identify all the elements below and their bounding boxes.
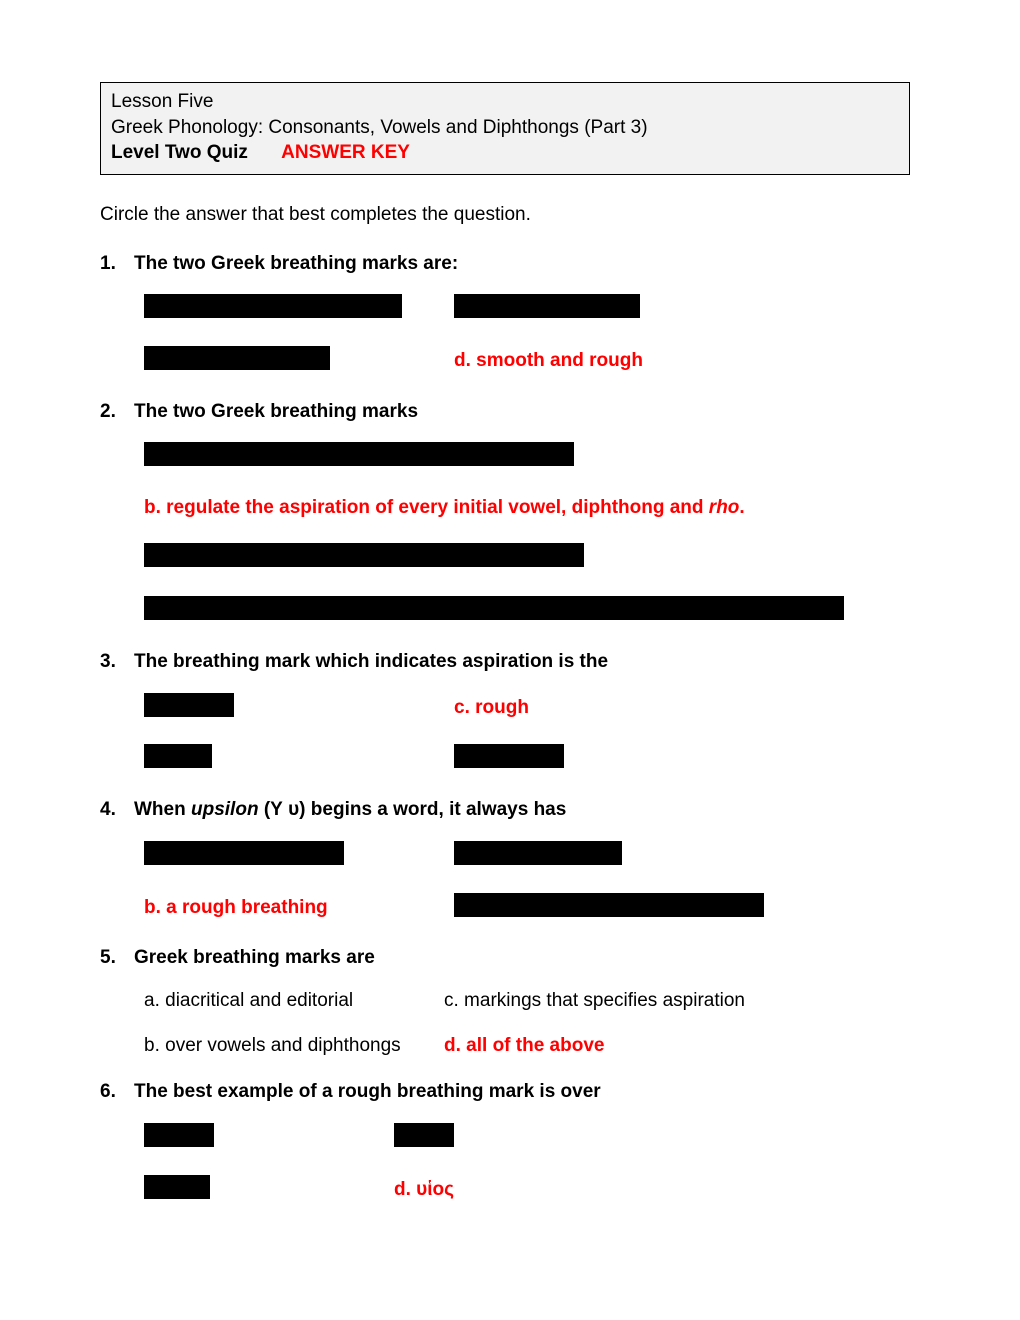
q1-options: d. smooth and rough (144, 294, 910, 377)
answer-key-label: ANSWER KEY (281, 142, 410, 163)
q1-prompt: The two Greek breathing marks are: (134, 252, 458, 277)
q3-opt-a (144, 693, 444, 725)
q2-options: b. regulate the aspiration of every init… (144, 442, 910, 628)
q3-num: 3. (100, 650, 134, 675)
redact-bar (144, 1123, 214, 1147)
q4-prompt: When upsilon (Υ υ) begins a word, it alw… (134, 798, 566, 823)
question-6: 6. The best example of a rough breathing… (100, 1080, 910, 1105)
q4-opt-a (144, 841, 444, 873)
q1-opt-a (144, 294, 444, 326)
redact-bar (144, 841, 344, 865)
q5-num: 5. (100, 946, 134, 971)
redact-bar (144, 1175, 210, 1199)
q2-num: 2. (100, 400, 134, 425)
question-1: 1. The two Greek breathing marks are: (100, 252, 910, 277)
q4-post: (Υ υ) begins a word, it always has (259, 799, 567, 820)
question-4: 4. When upsilon (Υ υ) begins a word, it … (100, 798, 910, 823)
redact-bar (394, 1123, 454, 1147)
redact-bar (144, 596, 844, 620)
q4-opt-b: b. a rough breathing (144, 896, 444, 921)
redact-bar (144, 744, 212, 768)
q1-num: 1. (100, 252, 134, 277)
q2-opt-b: b. regulate the aspiration of every init… (144, 496, 910, 521)
redact-bar (454, 893, 764, 917)
redact-bar (454, 744, 564, 768)
redact-bar (144, 346, 330, 370)
q5-prompt: Greek breathing marks are (134, 946, 375, 971)
q3-options: c. rough (144, 693, 910, 776)
question-3: 3. The breathing mark which indicates as… (100, 650, 910, 675)
q1-opt-b (144, 346, 444, 378)
q5-opt-a: a. diacritical and editorial (144, 989, 434, 1014)
q4-ital: upsilon (191, 799, 259, 820)
redact-bar (454, 841, 622, 865)
q4-opt-c (454, 841, 814, 873)
q4-pre: When (134, 799, 191, 820)
q6-options: d. υἱος (144, 1123, 910, 1206)
q3-opt-d (454, 744, 814, 776)
q6-opt-c (394, 1123, 594, 1155)
redact-bar (144, 543, 584, 567)
q2-prompt: The two Greek breathing marks (134, 400, 418, 425)
q3-opt-c: c. rough (454, 696, 814, 721)
redact-bar (454, 294, 640, 318)
q6-prompt: The best example of a rough breathing ma… (134, 1080, 601, 1105)
q6-opt-a (144, 1123, 384, 1155)
q4-opt-d (454, 893, 814, 925)
redact-bar (144, 294, 402, 318)
q5-opt-c: c. markings that specifies aspiration (444, 989, 814, 1014)
q3-prompt: The breathing mark which indicates aspir… (134, 650, 608, 675)
q2-b-pre: b. regulate the aspiration of every init… (144, 497, 709, 518)
q5-opt-b: b. over vowels and diphthongs (144, 1034, 434, 1059)
instructions: Circle the answer that best completes th… (100, 203, 910, 228)
header-line3: Level Two Quiz ANSWER KEY (111, 140, 899, 166)
q2-opt-a (144, 442, 910, 474)
q4-options: b. a rough breathing (144, 841, 910, 924)
q3-opt-b (144, 744, 444, 776)
q2-opt-c (144, 543, 910, 575)
q2-b-ital: rho (709, 497, 740, 518)
q5-opt-d: d. all of the above (444, 1034, 814, 1059)
q2-opt-d (144, 596, 910, 628)
level-label: Level Two Quiz (111, 142, 248, 163)
redact-bar (144, 442, 574, 466)
redact-bar (144, 693, 234, 717)
q6-opt-d: d. υἱος (394, 1178, 594, 1203)
q1-opt-d: d. smooth and rough (454, 349, 814, 374)
q4-num: 4. (100, 798, 134, 823)
header-line1: Lesson Five (111, 89, 899, 115)
q6-opt-b (144, 1175, 384, 1207)
header-line2: Greek Phonology: Consonants, Vowels and … (111, 115, 899, 141)
q6-num: 6. (100, 1080, 134, 1105)
q5-options: a. diacritical and editorial c. markings… (144, 989, 910, 1058)
question-2: 2. The two Greek breathing marks (100, 400, 910, 425)
header-box: Lesson Five Greek Phonology: Consonants,… (100, 82, 910, 175)
q2-b-post: . (739, 497, 744, 518)
q1-opt-c (454, 294, 814, 326)
question-5: 5. Greek breathing marks are (100, 946, 910, 971)
